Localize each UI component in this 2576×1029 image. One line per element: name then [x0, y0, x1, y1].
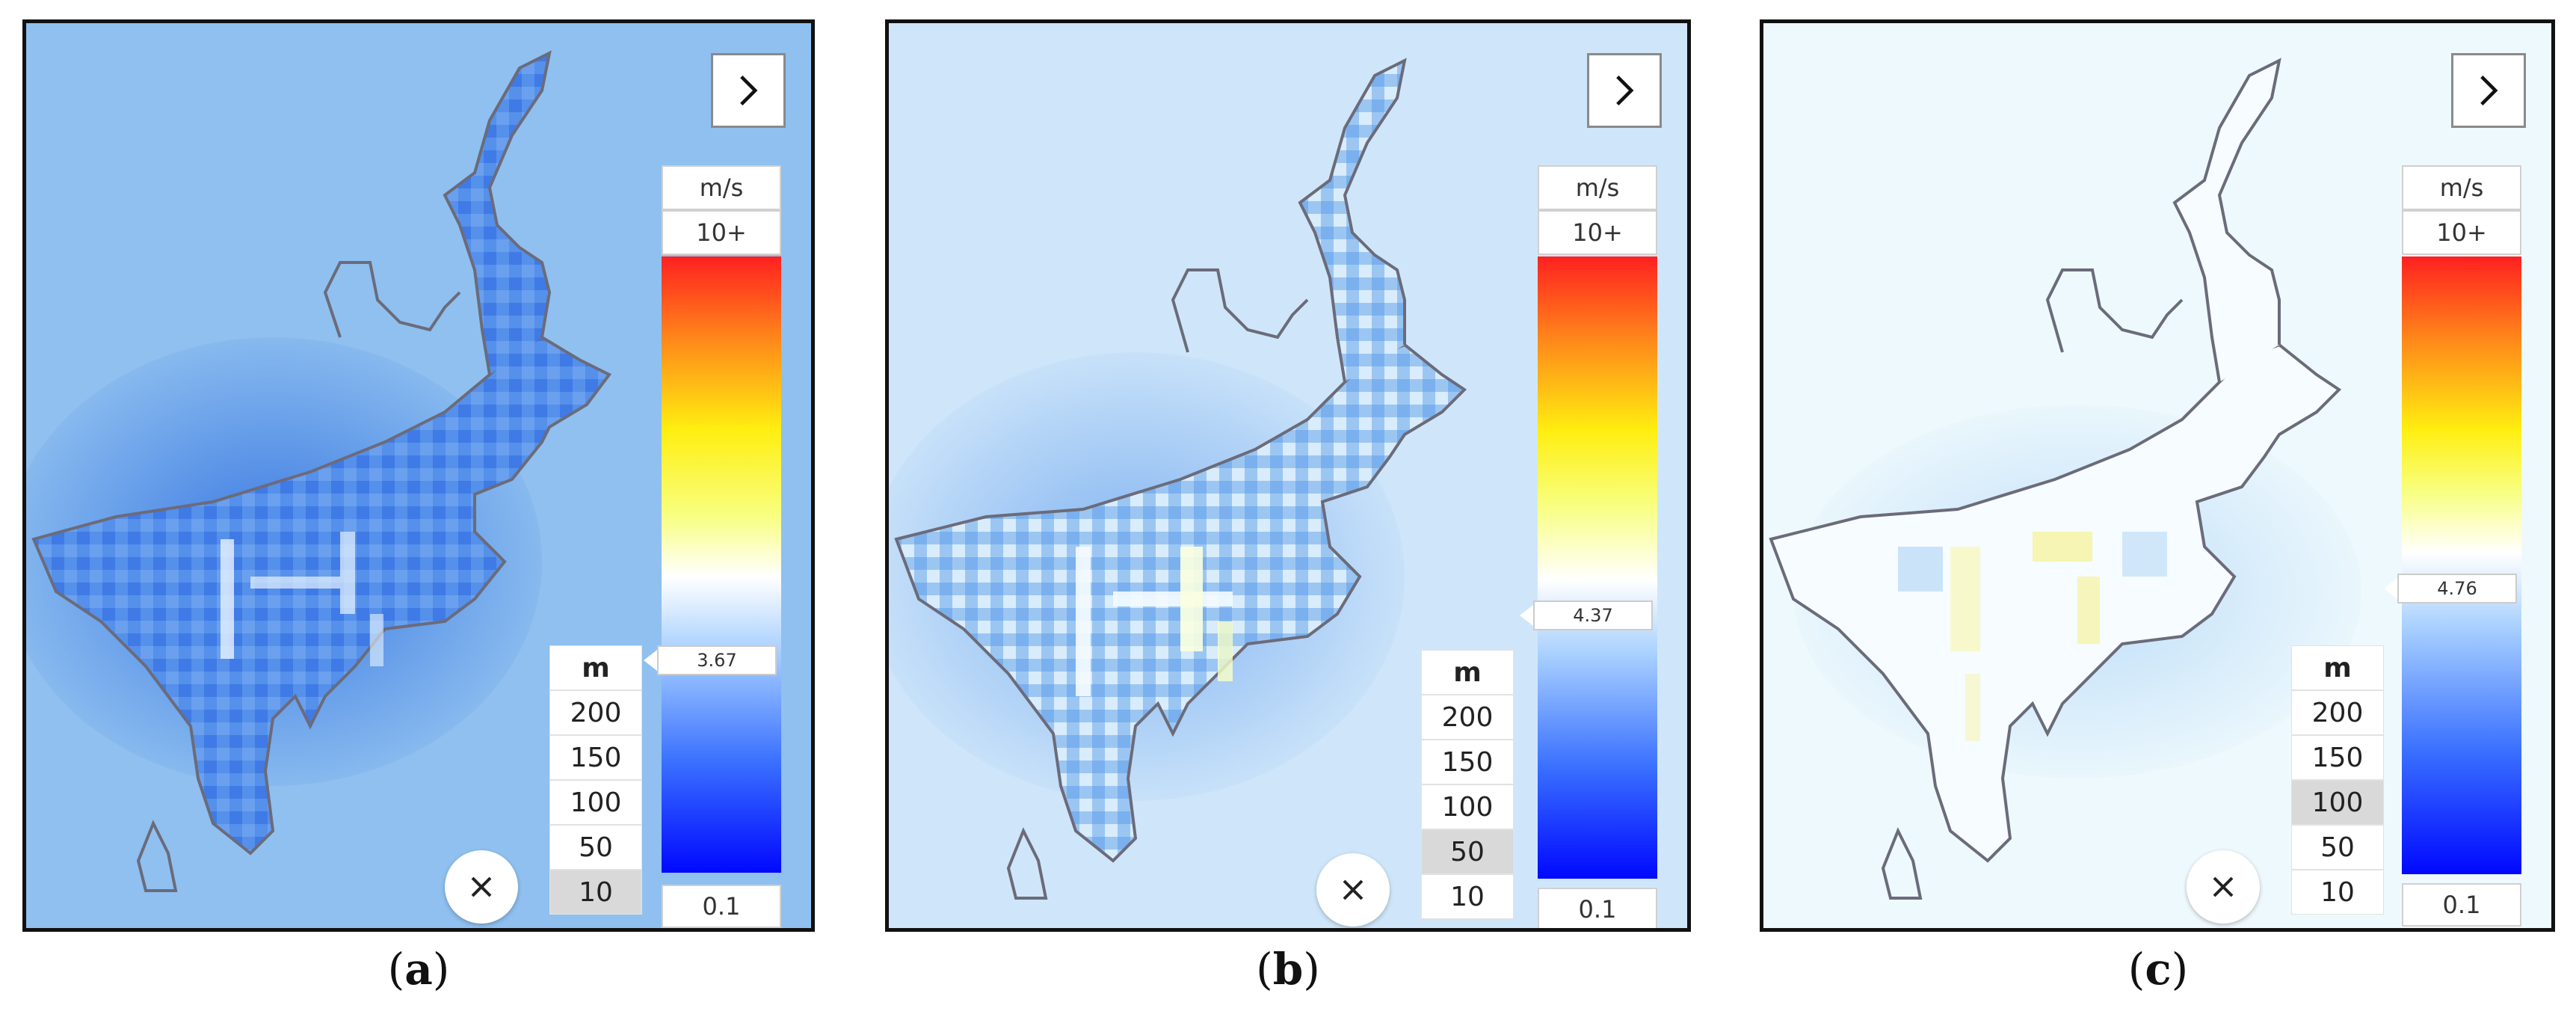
- height-selector: m 200 150 100 50 10: [549, 645, 642, 915]
- close-button[interactable]: [1316, 853, 1390, 927]
- map-panel-b: m/s 10+ 4.37 0.1 m: [885, 19, 1691, 932]
- wind-speed-legend: m/s 10+ 4.37 0.1: [1520, 165, 1657, 928]
- map-panel-a: m/s 10+ 3.67 0.1 m: [22, 19, 815, 932]
- wind-speed-legend: m/s 10+ 4.76 0.1: [2384, 165, 2521, 927]
- caption-a: (a): [387, 944, 450, 995]
- legend-unit: m/s: [662, 165, 781, 210]
- current-value-marker: 4.76: [2384, 574, 2521, 603]
- next-arrow-button[interactable]: [1587, 53, 1662, 128]
- legend-unit: m/s: [1538, 165, 1657, 210]
- current-value-marker: 4.37: [1520, 600, 1657, 630]
- legend-unit: m/s: [2402, 165, 2521, 210]
- height-option-10[interactable]: 10: [549, 870, 642, 915]
- height-option-10[interactable]: 10: [1421, 874, 1514, 919]
- chevron-right-icon: [1616, 75, 1634, 106]
- legend-min-label: 0.1: [2402, 883, 2521, 927]
- height-option-150[interactable]: 150: [1421, 740, 1514, 784]
- legend-min-label: 0.1: [1538, 888, 1657, 928]
- island-outline-north: [2172, 58, 2281, 383]
- legend-max-label: 10+: [1538, 210, 1657, 255]
- caption-letter: a: [404, 944, 433, 995]
- height-option-150[interactable]: 150: [2291, 735, 2384, 780]
- legend-min-label: 0.1: [662, 885, 781, 928]
- caption-letter: b: [1272, 944, 1304, 995]
- map-panel-c: m/s 10+ 4.76 0.1 m: [1760, 19, 2555, 932]
- island-outline-loop: [323, 261, 461, 338]
- height-option-50[interactable]: 50: [549, 825, 642, 870]
- height-option-50[interactable]: 50: [2291, 825, 2384, 870]
- island-outline-loop: [2045, 268, 2184, 353]
- island-outline-loop: [1171, 268, 1309, 353]
- height-option-100[interactable]: 100: [1421, 784, 1514, 829]
- island-outline-north: [443, 50, 552, 375]
- island-outline-north: [1298, 58, 1407, 383]
- island-outline-main: [31, 335, 612, 856]
- height-selector: m 200 150 100 50 10: [1421, 650, 1514, 919]
- chevron-right-icon: [740, 75, 758, 106]
- legend-color-scale: [662, 257, 781, 873]
- close-button[interactable]: [2187, 850, 2260, 924]
- next-arrow-button[interactable]: [711, 53, 786, 128]
- islet: [136, 820, 178, 892]
- legend-color-scale: [2402, 257, 2521, 874]
- island-outline-main: [1769, 343, 2342, 863]
- height-option-50[interactable]: 50: [1421, 829, 1514, 874]
- height-option-200[interactable]: 200: [1421, 695, 1514, 740]
- close-icon: [2213, 876, 2234, 897]
- caption-c: (c): [2127, 944, 2189, 995]
- islet: [1881, 827, 1923, 900]
- chevron-right-icon: [2480, 75, 2498, 106]
- height-unit-header: m: [549, 645, 642, 690]
- height-option-100[interactable]: 100: [549, 780, 642, 825]
- legend-color-scale: [1538, 257, 1657, 879]
- close-icon: [1343, 879, 1364, 900]
- wind-speed-legend: m/s 10+ 3.67 0.1: [644, 165, 781, 928]
- current-value-marker: 3.67: [644, 645, 781, 675]
- height-option-150[interactable]: 150: [549, 735, 642, 780]
- islet: [1006, 827, 1048, 900]
- height-option-200[interactable]: 200: [549, 690, 642, 735]
- height-option-10[interactable]: 10: [2291, 870, 2384, 915]
- legend-max-label: 10+: [662, 210, 781, 255]
- height-option-200[interactable]: 200: [2291, 690, 2384, 735]
- close-icon: [471, 876, 492, 897]
- close-button[interactable]: [445, 850, 518, 924]
- caption-b: (b): [1256, 944, 1320, 995]
- caption-letter: c: [2145, 944, 2172, 995]
- next-arrow-button[interactable]: [2451, 53, 2526, 128]
- height-option-100[interactable]: 100: [2291, 780, 2384, 825]
- height-unit-header: m: [1421, 650, 1514, 695]
- height-selector: m 200 150 100 50 10: [2291, 645, 2384, 915]
- legend-max-label: 10+: [2402, 210, 2521, 255]
- height-unit-header: m: [2291, 645, 2384, 690]
